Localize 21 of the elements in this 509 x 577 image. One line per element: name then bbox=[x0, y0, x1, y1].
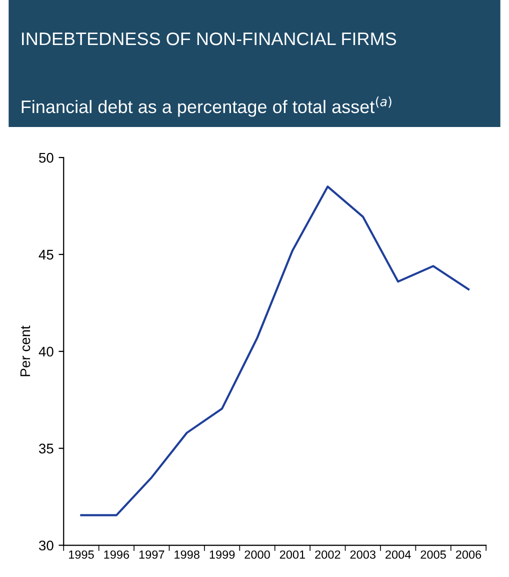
x-tick-label: 2003 bbox=[350, 550, 376, 559]
x-tick-label: 1997 bbox=[139, 550, 164, 559]
y-tick-label: 35 bbox=[38, 444, 54, 454]
y-tick-label: 40 bbox=[38, 346, 54, 357]
y-axis-title: Per cent bbox=[20, 326, 30, 376]
y-tick-label: 50 bbox=[39, 152, 54, 163]
chart-subtitle: Financial debt as a percentage of total asset$^{(a)}$ bbox=[22, 96, 392, 117]
chart-title: INDEBTEDNESS OF NON-FINANCIAL FIRMS bbox=[22, 32, 396, 46]
x-tick-label: 2006 bbox=[456, 550, 482, 559]
x-tick-label: 1996 bbox=[104, 550, 130, 559]
x-tick-label: 1998 bbox=[174, 550, 200, 559]
x-tick-label: 2000 bbox=[244, 550, 270, 559]
x-tick-label: 2004 bbox=[386, 550, 411, 559]
x-tick-label: 2005 bbox=[420, 550, 446, 559]
y-tick-label: 30 bbox=[38, 540, 54, 550]
x-tick-label: 2001 bbox=[280, 550, 306, 559]
x-tick-label: 1999 bbox=[210, 550, 235, 559]
line-series bbox=[80, 186, 470, 516]
y-tick-label: 45 bbox=[38, 250, 54, 260]
x-tick-label: 1995 bbox=[69, 550, 94, 559]
x-tick-label: 2002 bbox=[315, 550, 340, 559]
